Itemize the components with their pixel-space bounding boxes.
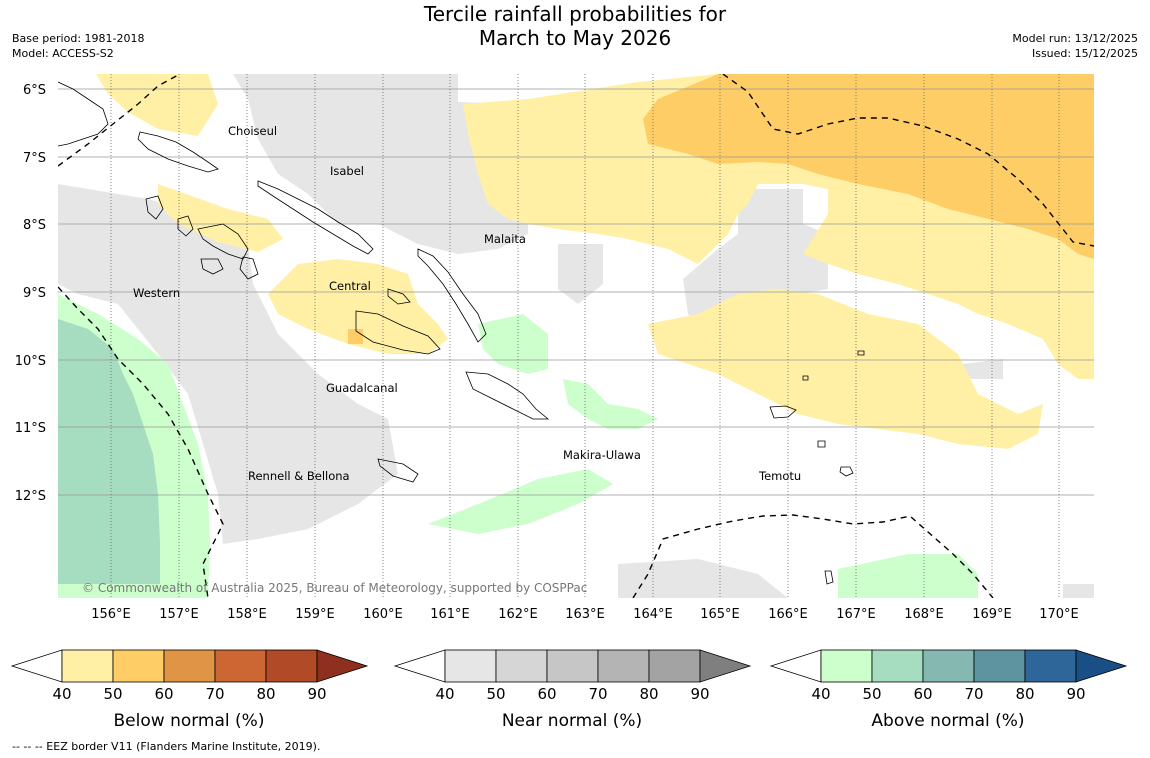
longitude-axis: 156°E 157°E 158°E 159°E 160°E 161°E 162°… [91,607,1079,622]
colorbar-below-cell [163,649,216,683]
eez-footnote: -- -- -- EEZ border V11 (Flanders Marine… [12,740,321,753]
base-period: Base period: 1981-2018 [12,32,145,45]
lat-label: 9°S [23,286,46,301]
lon-label: 169°E [972,607,1012,622]
lon-label: 161°E [430,607,470,622]
meta-right: Model run: 13/12/2025 Issued: 15/12/2025 [1012,31,1138,61]
lon-label: 162°E [498,607,538,622]
region-label-makira-ulawa: Makira-Ulawa [563,448,641,462]
colorbar-title-above: Above normal (%) [871,711,1024,731]
colorbar-tick: 80 [256,685,275,703]
above-normal-50-60 [58,319,160,584]
lon-label: 164°E [633,607,673,622]
colorbar-below-cell [214,649,267,683]
colorbar-tick: 90 [307,685,326,703]
colorbar-tick: 80 [1015,685,1034,703]
colorbar-near-extend-high [699,649,752,683]
colorbar-tick: 70 [964,685,983,703]
lon-label: 156°E [91,607,131,622]
lat-label: 11°S [15,421,46,436]
lon-label: 168°E [904,607,944,622]
region-label-temotu: Temotu [758,469,801,483]
colorbar-tick: 60 [537,685,556,703]
colorbar-tick: 50 [862,685,881,703]
colorbar-near-cell [597,649,650,683]
near-normal-areas [58,74,1094,598]
lat-label: 10°S [15,354,46,369]
lon-label: 167°E [836,607,876,622]
colorbar-tick: 90 [690,685,709,703]
colorbar-tick: 70 [588,685,607,703]
lon-label: 158°E [227,607,267,622]
region-label-malaita: Malaita [484,232,526,246]
colorbar-near-cell [546,649,599,683]
colorbar-below-extend-low [10,649,63,683]
lon-label: 165°E [700,607,740,622]
lon-label: 170°E [1039,607,1079,622]
colorbar-above-cell [871,649,924,683]
colorbar-below-cell [61,649,114,683]
model-run: Model run: 13/12/2025 [1012,32,1138,45]
colorbar-below-cell [265,649,318,683]
colorbar-tick: 50 [486,685,505,703]
colorbar-tick: 60 [913,685,932,703]
lon-label: 160°E [363,607,403,622]
colorbar-tick: 40 [52,685,71,703]
copyright-notice: © Commonwealth of Australia 2025, Bureau… [82,581,587,595]
colorbar-above-cell [1024,649,1077,683]
region-label-rennell-bellona: Rennell & Bellona [248,469,350,483]
longitude-gridlines [110,74,1060,598]
colorbar-near-cell [648,649,701,683]
colorbar-tick: 60 [154,685,173,703]
colorbar-above-normal: 40 50 60 70 80 90 Above normal (%) [769,649,1128,731]
latitude-axis: 6°S 7°S 8°S 9°S 10°S 11°S 12°S [15,83,46,504]
colorbar-tick: 70 [205,685,224,703]
model-name: Model: ACCESS-S2 [12,47,114,60]
lon-label: 159°E [295,607,335,622]
forecast-map: Choiseul Isabel Malaita Central Western … [58,74,1094,598]
region-label-choiseul: Choiseul [228,124,277,138]
lon-label: 166°E [768,607,808,622]
lat-label: 7°S [23,151,46,166]
colorbar-above-extend-high [1075,649,1128,683]
colorbar-legend: 40 50 60 70 80 90 Below normal (%) 40 50… [10,649,1128,731]
title-line-1: Tercile rainfall probabilities for [423,2,727,26]
colorbar-tick: 90 [1066,685,1085,703]
colorbar-title-near: Near normal (%) [502,711,642,731]
colorbar-above-cell [973,649,1026,683]
lon-label: 157°E [159,607,199,622]
region-label-western: Western [133,286,180,300]
colorbar-near-normal: 40 50 60 70 80 90 Near normal (%) [393,649,752,731]
region-label-isabel: Isabel [330,164,364,178]
meta-left: Base period: 1981-2018 Model: ACCESS-S2 [12,31,144,61]
colorbar-near-extend-low [393,649,446,683]
colorbar-near-cell [444,649,497,683]
colorbar-above-cell [820,649,873,683]
region-labels: Choiseul Isabel Malaita Central Western … [133,124,801,483]
colorbar-tick: 40 [435,685,454,703]
colorbar-below-normal: 40 50 60 70 80 90 Below normal (%) [10,649,369,731]
colorbar-title-below: Below normal (%) [114,711,265,731]
issued-date: Issued: 15/12/2025 [1031,47,1138,60]
colorbar-below-cell [112,649,165,683]
title-line-2: March to May 2026 [478,26,672,50]
lon-label: 163°E [565,607,605,622]
colorbar-tick: 50 [103,685,122,703]
colorbar-tick: 80 [639,685,658,703]
colorbar-above-extend-low [769,649,822,683]
colorbar-below-extend-high [316,649,369,683]
eez-borders [58,74,1094,598]
colorbar-tick: 40 [811,685,830,703]
island-outlines [58,81,865,585]
region-label-central: Central [329,279,371,293]
chart-title: Tercile rainfall probabilities for March… [0,2,1150,50]
lat-label: 6°S [23,83,46,98]
colorbar-near-cell [495,649,548,683]
region-label-guadalcanal: Guadalcanal [326,381,398,395]
lat-label: 12°S [15,489,46,504]
latitude-gridlines [58,88,1094,496]
lat-label: 8°S [23,218,46,233]
colorbar-above-cell [922,649,975,683]
